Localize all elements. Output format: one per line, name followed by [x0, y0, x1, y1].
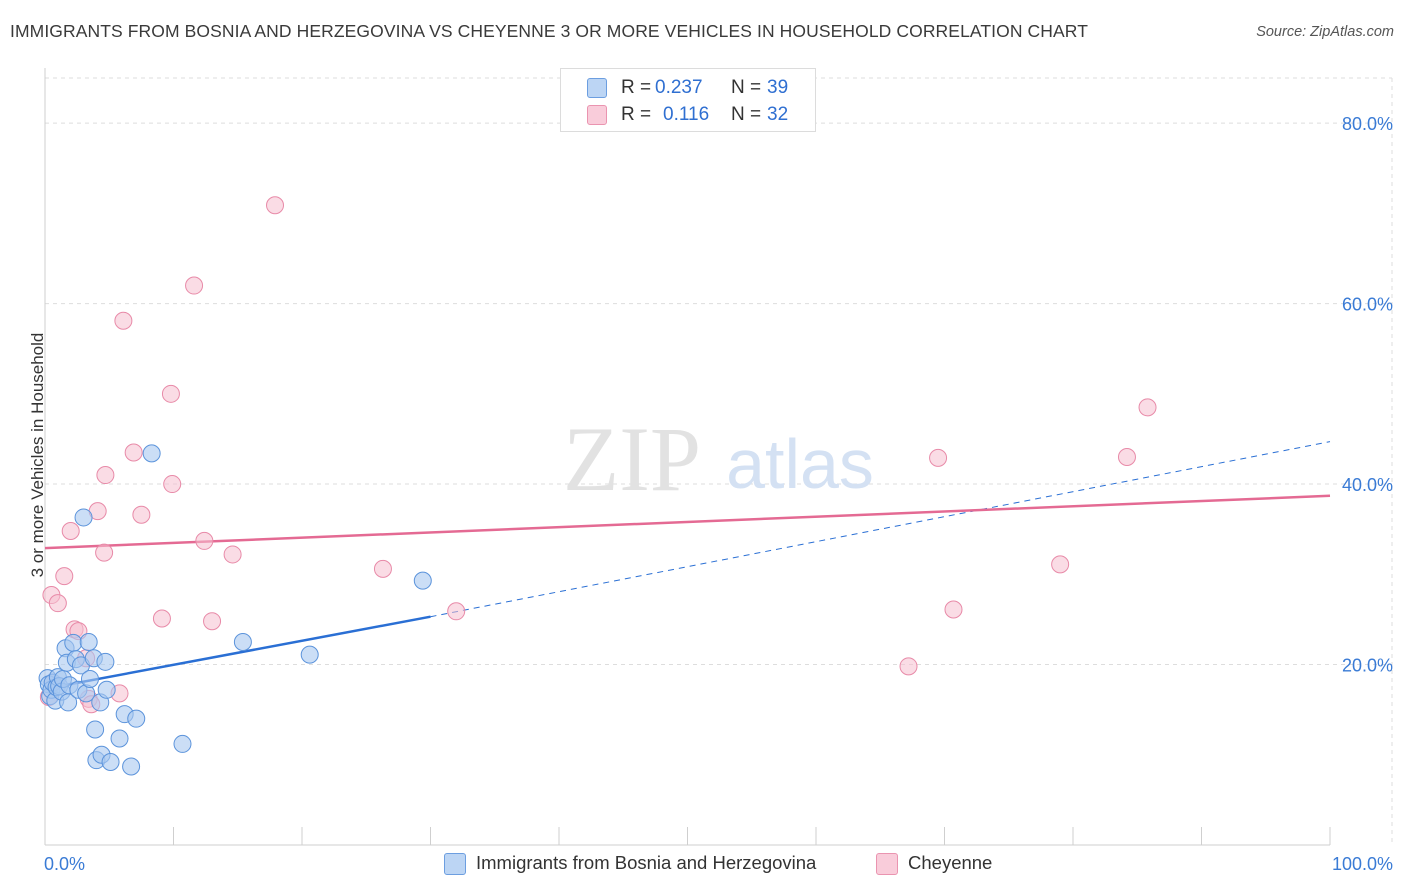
trend-line-cheyenne — [44, 494, 1331, 550]
data-point-cheyenne — [266, 196, 285, 215]
series-bosnia-points — [38, 444, 432, 776]
watermark: ZIP atlas — [563, 408, 874, 510]
correlation-legend: R = 0.237 N = 39 R = 0.116 N = 32 — [560, 68, 816, 132]
data-point-bosnia — [96, 652, 115, 671]
legend-swatch-bosnia — [587, 78, 607, 98]
legend-n-label: N = — [731, 77, 762, 98]
y-axis-label: 3 or more Vehicles in Household — [28, 332, 47, 578]
x-tick-label: 0.0% — [44, 854, 85, 874]
data-point-cheyenne — [203, 612, 222, 631]
legend-swatch-cheyenne — [587, 105, 607, 125]
data-point-bosnia — [110, 729, 129, 748]
data-point-cheyenne — [929, 448, 948, 467]
y-tick-label: 60.0% — [1342, 295, 1393, 315]
legend-n-value: 32 — [767, 104, 789, 125]
chart-source: Source: ZipAtlas.com — [1256, 24, 1394, 40]
y-tick-label: 20.0% — [1342, 656, 1393, 676]
data-point-bosnia — [101, 752, 120, 771]
data-point-cheyenne — [1138, 398, 1157, 417]
y-tick-label: 40.0% — [1342, 475, 1393, 495]
data-point-cheyenne — [132, 505, 151, 524]
watermark-zip: ZIP — [563, 408, 701, 510]
data-point-cheyenne — [96, 466, 115, 485]
legend-r-label: R = — [621, 77, 652, 98]
trend-line-bosnia-extension — [430, 441, 1331, 618]
bottom-legend-swatch-cheyenne — [876, 853, 898, 875]
data-point-bosnia — [300, 645, 319, 664]
data-point-bosnia — [127, 709, 146, 728]
data-point-cheyenne — [944, 600, 963, 619]
data-point-bosnia — [413, 571, 432, 590]
data-point-cheyenne — [95, 543, 114, 562]
axes — [44, 68, 1331, 846]
data-point-bosnia — [97, 680, 116, 699]
data-point-cheyenne — [161, 384, 180, 403]
legend-n-value: 39 — [767, 77, 789, 98]
legend-r-value: 0.237 — [655, 77, 703, 98]
data-point-cheyenne — [114, 311, 133, 330]
data-point-cheyenne — [223, 545, 242, 564]
data-point-cheyenne — [185, 276, 204, 295]
trend-line-bosnia — [44, 615, 431, 691]
data-point-cheyenne — [152, 609, 171, 628]
x-tick-label: 100.0% — [1332, 854, 1393, 874]
legend-r-value: 0.116 — [663, 104, 710, 125]
tick-labels: 20.0% 40.0% 60.0% 80.0% 0.0% 100.0% — [44, 114, 1393, 874]
data-point-cheyenne — [163, 475, 182, 494]
gridlines — [45, 77, 1393, 845]
watermark-atlas: atlas — [726, 425, 874, 503]
data-point-bosnia — [74, 508, 93, 527]
y-tick-label: 80.0% — [1342, 114, 1393, 134]
data-point-bosnia — [79, 632, 98, 651]
chart-title: IMMIGRANTS FROM BOSNIA AND HERZEGOVINA V… — [10, 21, 1088, 41]
data-point-bosnia — [80, 669, 99, 688]
data-point-bosnia — [142, 444, 161, 463]
data-point-cheyenne — [1051, 555, 1070, 574]
bottom-legend-swatch-bosnia — [444, 853, 466, 875]
data-point-cheyenne — [124, 443, 143, 462]
legend-r-label: R = — [621, 104, 652, 125]
data-point-bosnia — [173, 734, 192, 753]
data-point-bosnia — [233, 632, 252, 651]
data-point-bosnia — [122, 757, 141, 776]
trend-lines — [44, 441, 1331, 691]
data-point-cheyenne — [899, 657, 918, 676]
data-point-cheyenne — [195, 531, 214, 550]
legend-n-label: N = — [731, 104, 762, 125]
data-point-cheyenne — [61, 521, 80, 540]
bottom-legend-label-bosnia: Immigrants from Bosnia and Herzegovina — [476, 852, 817, 873]
data-point-cheyenne — [373, 559, 392, 578]
data-point-cheyenne — [1117, 447, 1136, 466]
data-point-cheyenne — [447, 602, 466, 621]
data-point-cheyenne — [48, 594, 67, 613]
data-point-bosnia — [86, 720, 105, 739]
bottom-legend-label-cheyenne: Cheyenne — [908, 852, 993, 873]
data-point-bosnia — [64, 633, 83, 652]
data-point-cheyenne — [55, 567, 74, 586]
